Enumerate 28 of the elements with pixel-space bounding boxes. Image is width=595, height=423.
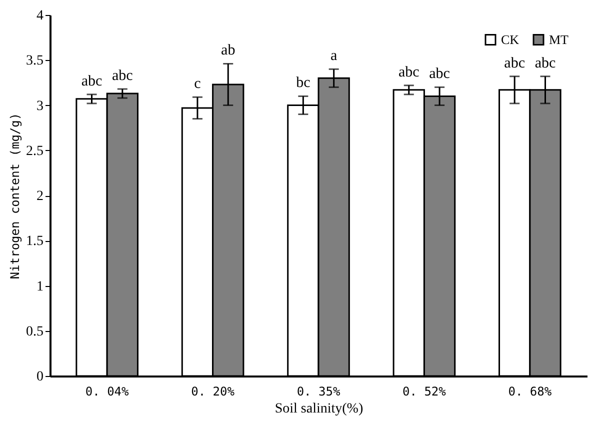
y-tick-label: 4 [36,8,44,24]
data-label: bc [296,75,311,92]
y-tick-label: 0.5 [26,324,44,340]
y-tick-label: 0 [36,370,44,384]
y-tick-label: 1 [36,279,44,294]
data-label: c [194,76,202,92]
data-label: abc [81,73,102,90]
x-tick-label: 0. 68% [508,384,552,398]
data-label: abc [534,55,556,72]
legend-label: MT [549,32,569,47]
x-tick-label: 0. 52% [402,384,447,398]
legend-label: CK [501,32,520,47]
x-tick-label: 0. 04% [85,384,130,398]
y-tick-label: 2 [36,189,44,204]
x-axis-title: Soil salinity(%) [274,402,364,416]
data-label: abc [504,55,526,72]
data-label: a [330,48,338,64]
y-tick-label: 3 [36,98,44,114]
y-tick-label: 1.5 [26,234,44,250]
y-axis-title: Nitrogen content (mg/g) [8,112,22,280]
x-tick-label: 0. 20% [191,384,236,398]
y-tick-label: 3.5 [26,54,44,69]
data-label: abc [429,66,450,82]
data-label: abc [398,64,420,80]
data-label: ab [221,42,236,59]
y-tick-label: 2.5 [26,144,44,159]
x-tick-label: 0. 35% [296,384,341,398]
data-label: abc [112,68,134,84]
